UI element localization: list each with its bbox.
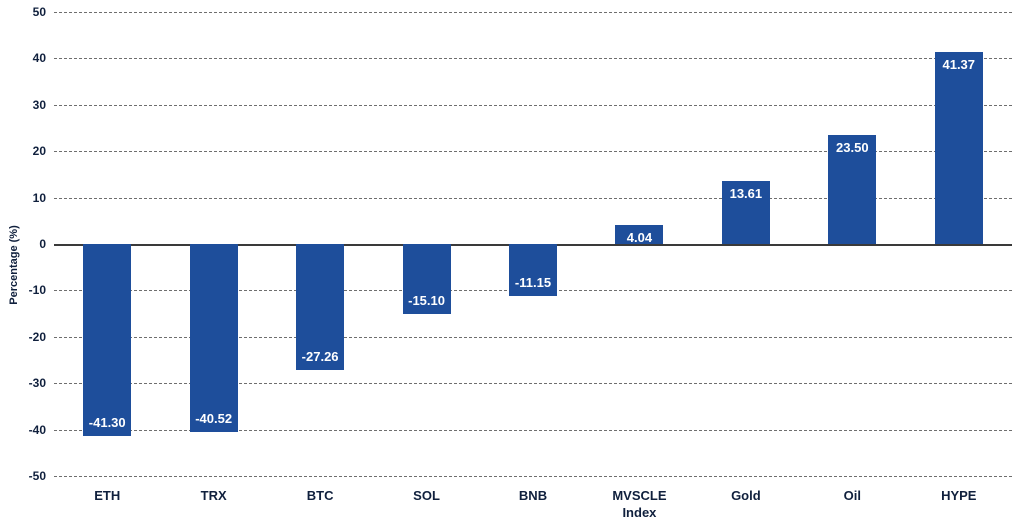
- gridline: [54, 151, 1012, 153]
- gridline: [54, 12, 1012, 13]
- bar-gold: 13.61: [721, 180, 770, 244]
- x-tick-label: Gold: [731, 488, 761, 503]
- gridline: [54, 429, 1012, 431]
- bar-oil: 23.50: [828, 134, 877, 244]
- y-tick-label: 40: [32, 51, 46, 66]
- bar-btc: -27.26: [296, 244, 345, 371]
- gridline: [54, 58, 1012, 60]
- x-tick-label: BNB: [518, 488, 548, 503]
- y-tick-label: 50: [32, 5, 46, 19]
- bar-value-label: -27.26: [301, 349, 339, 365]
- gridline: [54, 104, 1012, 106]
- y-tick-label: 20: [32, 144, 46, 159]
- x-tick-label: Oil: [843, 488, 861, 503]
- x-tick-label: MVSCLE Index: [612, 488, 667, 520]
- plot-area: 50 40 30 20 10 0 -10 -20 -30 -40 -50 -41.30 ETH -40.5…: [29, 5, 1012, 520]
- bar-value-label: 23.50: [836, 139, 869, 155]
- x-tick-label: ETH: [94, 488, 121, 503]
- bar-value-label: -11.15: [514, 274, 552, 290]
- bar-value-label: 41.37: [942, 57, 976, 73]
- x-tick-label: HYPE: [941, 488, 977, 503]
- y-tick-label: -40: [28, 422, 46, 437]
- bar-mvscle-index: 4.04: [615, 225, 664, 246]
- bar-eth: -41.30: [83, 244, 132, 436]
- bar-hype: 41.37: [934, 52, 983, 244]
- bar-value-label: -40.52: [195, 411, 233, 426]
- y-tick-label: -30: [28, 376, 46, 391]
- x-tick-label: BTC: [306, 488, 334, 503]
- bar-value-label: 4.04: [626, 230, 653, 246]
- y-tick-label: -50: [28, 469, 46, 483]
- bar-value-label: -41.30: [88, 414, 126, 430]
- gridline: [54, 197, 1012, 199]
- bar-value-label: 13.61: [729, 185, 763, 201]
- bar-trx: -40.52: [189, 244, 238, 432]
- bar-value-label: -15.10: [408, 293, 445, 309]
- gridline: [54, 336, 1012, 338]
- y-tick-label: 10: [32, 190, 46, 205]
- x-tick-label: TRX: [200, 488, 227, 503]
- y-tick-label: -20: [28, 329, 46, 344]
- gridline: [54, 383, 1012, 385]
- gridline: [54, 476, 1012, 477]
- bar-bnb: -11.15: [509, 244, 557, 296]
- y-tick-label: 30: [32, 97, 46, 112]
- y-tick-label: -10: [28, 283, 46, 298]
- y-tick-label: 0: [39, 237, 46, 251]
- x-tick-label: SOL: [413, 488, 440, 503]
- bar-sol: -15.10: [402, 244, 451, 315]
